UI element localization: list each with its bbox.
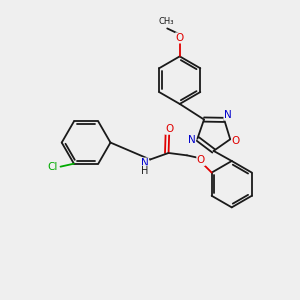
Text: O: O [165, 124, 173, 134]
Text: CH₃: CH₃ [158, 16, 173, 26]
Text: N: N [188, 135, 196, 146]
Text: O: O [232, 136, 240, 146]
Text: H: H [141, 166, 148, 176]
Text: O: O [197, 155, 205, 165]
Text: Cl: Cl [47, 162, 57, 172]
Text: N: N [141, 158, 149, 168]
Text: O: O [176, 33, 184, 43]
Text: N: N [224, 110, 232, 120]
